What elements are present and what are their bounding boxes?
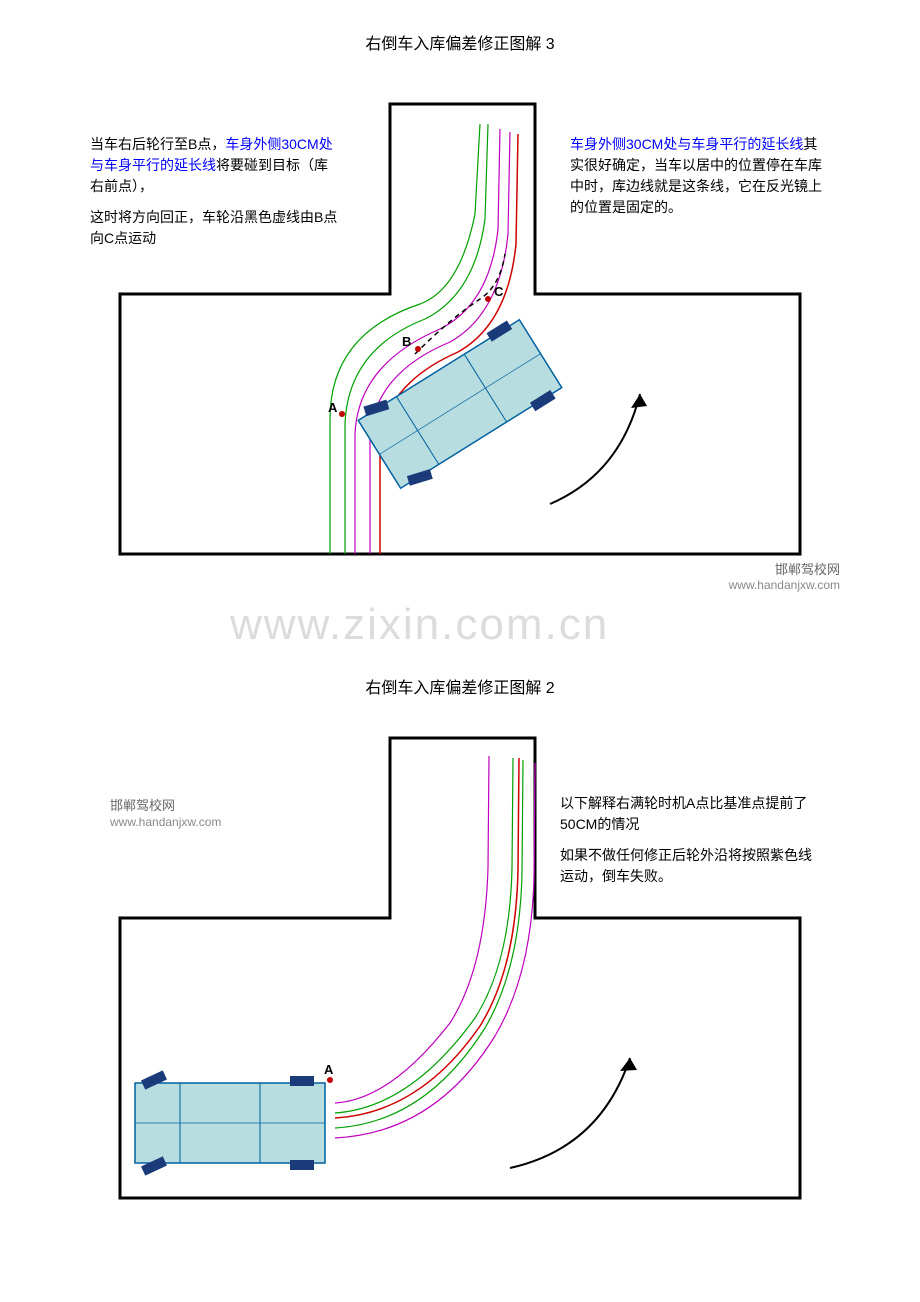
d1-label-b: B — [402, 334, 411, 349]
d1-rt-blue: 车身外侧30CM处与车身平行的延长线 — [570, 136, 803, 152]
d1-label-a: A — [328, 400, 338, 415]
diagram1-left-text: 当车右后轮行至B点，车身外侧30CM处与车身平行的延长线将要碰到目标（库右前点）… — [90, 134, 340, 249]
diagram2-source: 邯郸驾校网 www.handanjxw.com — [110, 798, 221, 830]
diagram1-container: 当车右后轮行至B点，车身外侧30CM处与车身平行的延长线将要碰到目标（库右前点）… — [80, 74, 840, 594]
d1-src-url: www.handanjxw.com — [729, 578, 840, 592]
d2-rt-line1: 以下解释右满轮时机A点比基准点提前了50CM的情况 — [560, 795, 807, 832]
diagram1-source: 邯郸驾校网 www.handanjxw.com — [729, 562, 840, 594]
diagram2-container: 邯郸驾校网 www.handanjxw.com 以下解释右满轮时机A点比基准点提… — [80, 718, 840, 1218]
diagram1-right-text: 车身外侧30CM处与车身平行的延长线其实很好确定，当车以居中的位置停在车库中时，… — [570, 134, 830, 218]
d2-label-a: A — [324, 1062, 334, 1077]
d1-label-c: C — [494, 284, 504, 299]
diagram2-title: 右倒车入库偏差修正图解 2 — [0, 624, 920, 718]
d1-lt-pre: 当车右后轮行至B点， — [90, 136, 225, 152]
d1-lt-line2: 这时将方向回正，车轮沿黑色虚线由B点向C点运动 — [90, 209, 337, 246]
diagram1-title: 右倒车入库偏差修正图解 3 — [0, 0, 920, 74]
d1-src-cn: 邯郸驾校网 — [775, 562, 840, 577]
d2-src-cn: 邯郸驾校网 — [110, 798, 175, 813]
d2-src-url: www.handanjxw.com — [110, 815, 221, 829]
diagram2-right-text: 以下解释右满轮时机A点比基准点提前了50CM的情况 如果不做任何修正后轮外沿将按… — [560, 793, 820, 887]
d2-rt-line2: 如果不做任何修正后轮外沿将按照紫色线运动，倒车失败。 — [560, 847, 812, 884]
